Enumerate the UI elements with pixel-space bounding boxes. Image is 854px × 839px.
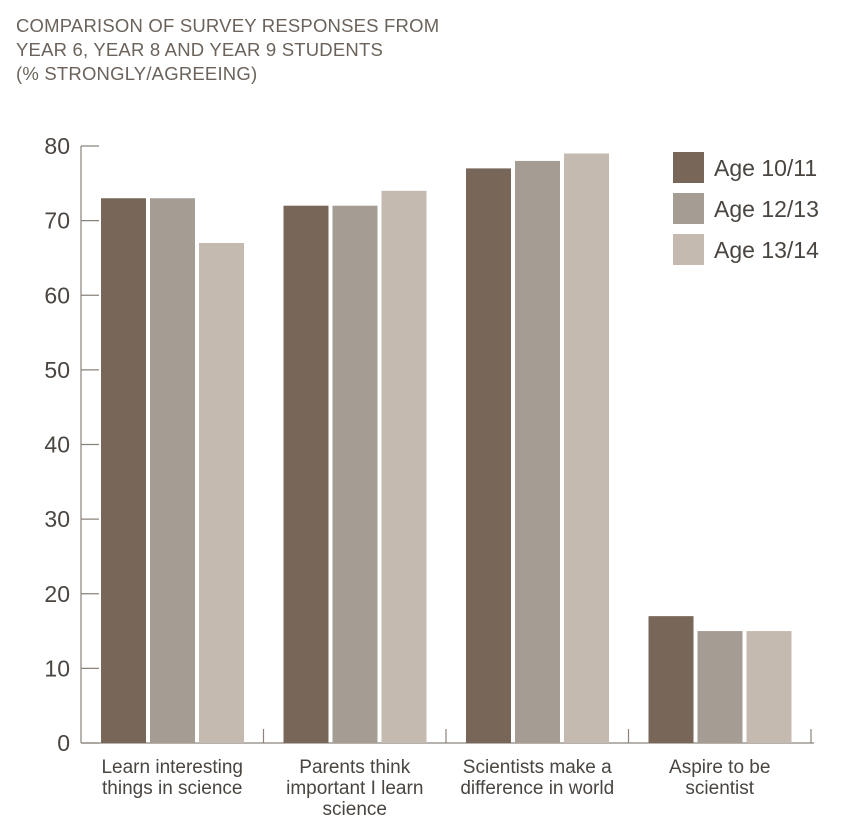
chart-title-line: YEAR 6, YEAR 8 AND YEAR 9 STUDENTS xyxy=(16,39,383,60)
x-category-label-line: Scientists make a xyxy=(463,757,612,778)
chart-legend: Age 10/11 Age 12/13 Age 13/14 xyxy=(673,152,819,265)
bar xyxy=(101,198,146,744)
legend-swatch xyxy=(673,193,704,224)
y-axis-ticks: 0 10 20 30 40 50 60 70 80 xyxy=(44,133,99,756)
x-category-label-line: science xyxy=(323,799,387,820)
bar xyxy=(150,198,195,744)
x-category-label: Aspire to be scientist xyxy=(669,757,770,799)
y-tick-label: 40 xyxy=(44,432,70,458)
bar xyxy=(648,616,694,743)
x-category-label-line: important I learn xyxy=(286,778,423,799)
x-category-label-line: difference in world xyxy=(460,778,614,799)
legend-label: Age 10/11 xyxy=(714,155,817,181)
y-tick-label: 50 xyxy=(44,357,70,383)
y-tick-label: 80 xyxy=(44,133,70,159)
x-category-label: Learn interesting things in science xyxy=(101,757,243,799)
bar xyxy=(283,205,329,743)
bar xyxy=(697,631,743,743)
x-category-label: Scientists make a difference in world xyxy=(460,757,614,799)
x-category-label-line: Aspire to be xyxy=(669,757,770,778)
bar xyxy=(199,243,244,743)
y-tick-label: 20 xyxy=(44,581,70,607)
chart-title: COMPARISON OF SURVEY RESPONSES FROM YEAR… xyxy=(16,14,536,86)
bar xyxy=(466,168,511,743)
bar xyxy=(515,160,560,744)
x-category-label: Parents think important I learn science xyxy=(286,757,423,820)
bar xyxy=(332,205,378,743)
legend-label: Age 12/13 xyxy=(714,196,819,222)
x-category-label-line: Parents think xyxy=(299,757,410,778)
bar xyxy=(381,190,427,743)
legend-swatch xyxy=(673,234,704,265)
y-tick-label: 30 xyxy=(44,506,70,532)
chart-bars xyxy=(101,153,792,744)
y-tick-label: 70 xyxy=(44,208,70,234)
bar xyxy=(746,631,792,743)
x-category-label-line: scientist xyxy=(685,778,754,799)
x-axis-categories: Learn interesting things in science Parent… xyxy=(101,757,770,820)
chart-title-line: COMPARISON OF SURVEY RESPONSES FROM xyxy=(16,15,440,36)
x-category-label-line: things in science xyxy=(102,778,242,799)
legend-label: Age 13/14 xyxy=(714,237,819,263)
y-tick-label: 10 xyxy=(44,655,70,681)
legend-swatch xyxy=(673,152,704,183)
y-tick-label: 0 xyxy=(57,730,70,756)
x-category-label-line: Learn interesting xyxy=(101,757,243,778)
chart-title-line: (% STRONGLY/AGREEING) xyxy=(16,63,258,84)
y-tick-label: 60 xyxy=(44,282,70,308)
bar xyxy=(564,153,609,743)
